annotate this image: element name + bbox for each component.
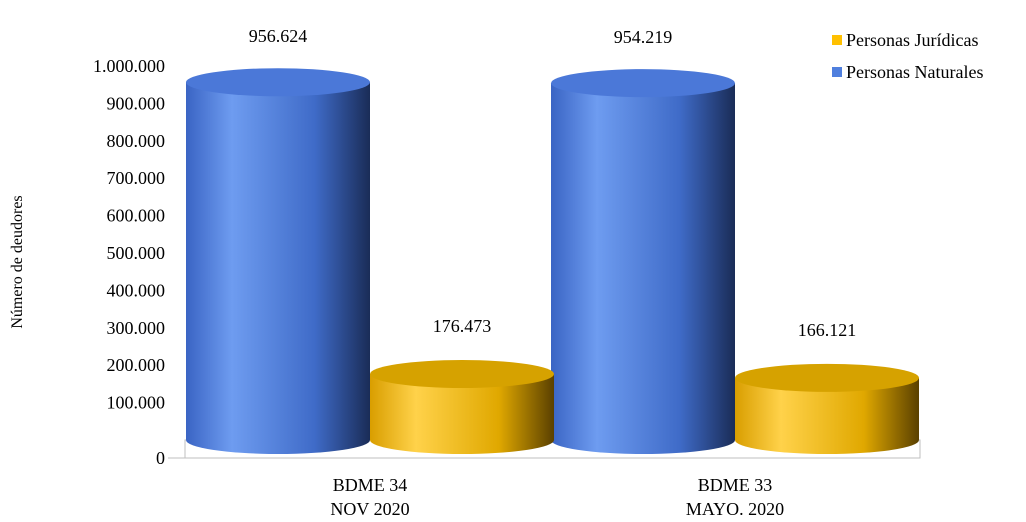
y-tick-label: 1.000.000 (93, 56, 165, 76)
legend-label: Personas Jurídicas (846, 30, 978, 50)
bar-naturales (551, 83, 735, 454)
y-tick-label: 800.000 (107, 131, 166, 151)
y-tick-label: 100.000 (107, 393, 166, 413)
y-tick-label: 300.000 (107, 318, 166, 338)
y-tick-label: 200.000 (107, 355, 166, 375)
legend-swatch (832, 35, 842, 45)
bar-cap (735, 363, 919, 392)
y-tick-label: 0 (156, 448, 165, 468)
category-label: BDME 33 (698, 475, 773, 495)
axes: 0 100.000 200.000 300.000 400.000 500.000 600.… (9, 56, 921, 468)
bar-naturales (186, 82, 370, 454)
legend: Personas Jurídicas Personas Naturales (832, 30, 983, 82)
y-tick-label: 600.000 (107, 206, 166, 226)
y-tick-label: 700.000 (107, 168, 166, 188)
y-axis-title: Número de deudores (9, 195, 26, 328)
data-label: 176.473 (433, 316, 492, 336)
y-tick-label: 500.000 (107, 243, 166, 263)
y-tick-label: 400.000 (107, 280, 166, 300)
legend-label: Personas Naturales (846, 62, 983, 82)
category-label: MAYO. 2020 (686, 499, 784, 519)
data-label: 954.219 (614, 27, 673, 47)
bar-juridicas (735, 377, 919, 454)
bar-cap (551, 69, 735, 98)
bar-juridicas (370, 373, 554, 454)
data-label: 166.121 (798, 320, 857, 340)
data-label: 956.624 (249, 26, 308, 46)
category-label: NOV 2020 (330, 499, 409, 519)
bar-cap (186, 68, 370, 97)
category-label: BDME 34 (333, 475, 408, 495)
bars (186, 68, 919, 454)
labels: 956.624 954.219 176.473 166.121 BDME 34 NOV 2… (249, 26, 857, 519)
bar-cap (370, 359, 554, 388)
legend-swatch (832, 67, 842, 77)
y-tick-label: 900.000 (107, 93, 166, 113)
